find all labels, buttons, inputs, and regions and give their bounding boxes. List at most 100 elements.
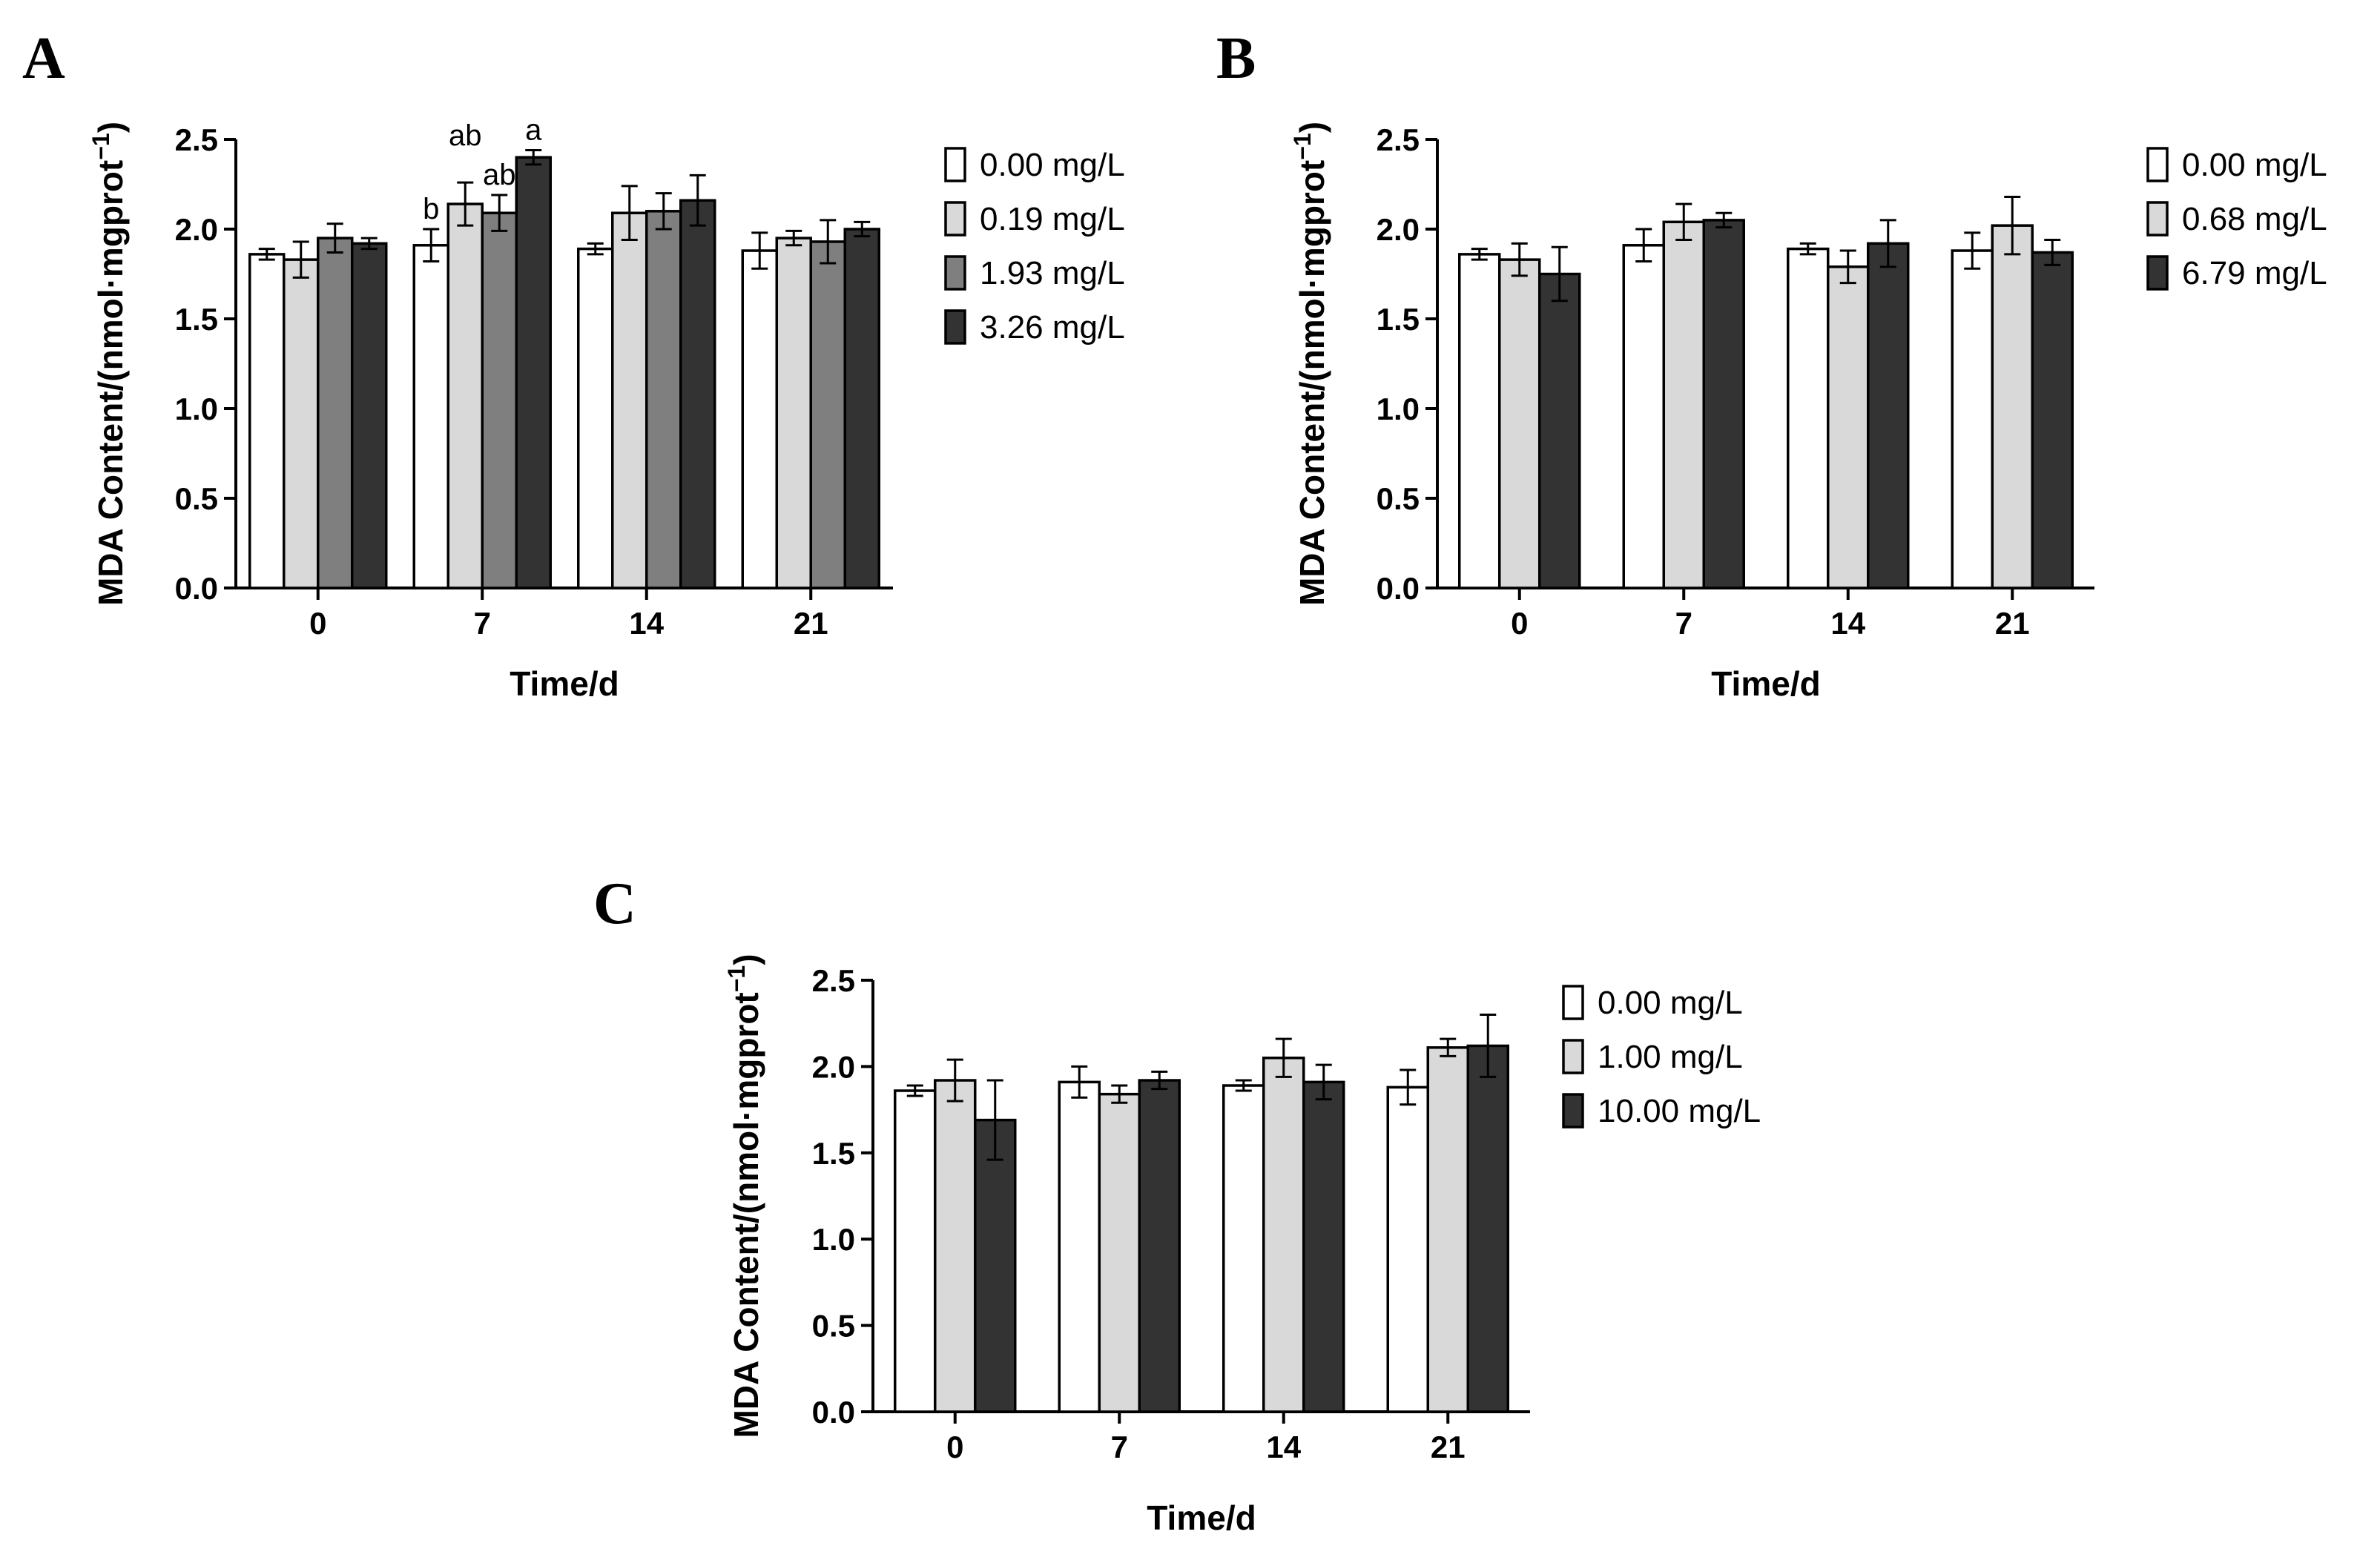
y-axis-title-close: ) xyxy=(91,122,130,133)
bar xyxy=(351,242,388,589)
bar xyxy=(1302,1080,1345,1413)
x-tick-label: 0 xyxy=(1511,606,1528,641)
bar xyxy=(1662,220,1705,589)
x-axis-title: Time/d xyxy=(1711,664,1820,703)
bar xyxy=(412,244,449,589)
bar xyxy=(611,211,648,589)
y-tick-label: 2.5 xyxy=(812,963,855,998)
panel-letter: A xyxy=(22,26,65,91)
bar xyxy=(577,247,614,589)
bar xyxy=(974,1118,1017,1413)
y-axis-title-superscript: −1 xyxy=(1289,133,1316,159)
significance-label: a xyxy=(525,114,542,147)
legend-label: 0.19 mg/L xyxy=(980,201,1125,237)
bar xyxy=(1827,265,1870,589)
y-tick-label: 0.5 xyxy=(812,1309,855,1344)
significance-label: ab xyxy=(449,119,482,152)
y-tick-label: 1.0 xyxy=(1377,391,1420,426)
x-tick-label: 14 xyxy=(629,606,664,641)
panel-letter: C xyxy=(593,871,636,936)
y-tick-label: 0.5 xyxy=(1377,481,1420,516)
bar xyxy=(1867,242,1910,589)
y-axis-title: MDA Content/(nmol·mgprot−1) xyxy=(88,122,130,606)
bar xyxy=(1426,1046,1469,1413)
bar xyxy=(248,253,286,589)
legend-swatch xyxy=(2146,255,2169,291)
bar xyxy=(1498,258,1541,589)
legend-label: 10.00 mg/L xyxy=(1598,1093,1761,1129)
panel-a: A MDA Content/(nmol·mgprot−1) Time/d 0.0… xyxy=(22,26,1125,703)
y-tick-label: 0.0 xyxy=(175,571,218,606)
panel-b: B MDA Content/(nmol·mgprot−1) Time/d 0.0… xyxy=(1216,26,2327,703)
significance-label: ab xyxy=(483,159,516,191)
bar xyxy=(283,258,320,589)
bar xyxy=(934,1079,977,1413)
bar xyxy=(1058,1080,1101,1413)
y-tick-label: 1.5 xyxy=(1377,302,1420,337)
y-tick-label: 2.0 xyxy=(812,1049,855,1084)
y-axis-title-text: MDA Content/(nmol·mgprot−1) xyxy=(88,122,130,606)
x-tick-label: 14 xyxy=(1266,1430,1301,1464)
legend-label: 0.00 mg/L xyxy=(1598,985,1743,1021)
legend-swatch xyxy=(944,255,966,291)
panel-c: C MDA Content/(nmol·mgprot−1) Time/d 0.0… xyxy=(593,871,1761,1537)
legend-label: 1.00 mg/L xyxy=(1598,1039,1743,1075)
legend-swatch xyxy=(1562,985,1584,1020)
bar xyxy=(679,199,716,589)
legend-swatch xyxy=(2146,147,2169,182)
bar xyxy=(317,237,354,589)
x-tick-label: 7 xyxy=(1111,1430,1128,1464)
bar xyxy=(645,210,682,589)
bar xyxy=(1787,247,1830,589)
x-tick-label: 14 xyxy=(1830,606,1865,641)
x-tick-label: 21 xyxy=(1995,606,2030,641)
y-tick-label: 0.0 xyxy=(812,1395,855,1430)
legend-swatch xyxy=(944,147,966,182)
y-tick-label: 2.5 xyxy=(1377,122,1420,157)
bar xyxy=(894,1089,937,1413)
bar xyxy=(481,211,518,589)
bar xyxy=(1138,1079,1181,1413)
y-tick-label: 0.0 xyxy=(1377,571,1420,606)
x-tick-label: 7 xyxy=(1675,606,1692,641)
significance-label: b xyxy=(423,193,439,225)
legend-swatch xyxy=(1562,1093,1584,1129)
bar xyxy=(1702,219,1745,589)
legend-label: 6.79 mg/L xyxy=(2182,255,2327,291)
x-axis-title: Time/d xyxy=(510,664,619,703)
legend-swatch xyxy=(944,201,966,237)
legend-swatch xyxy=(2146,201,2169,237)
y-axis-title-superscript: −1 xyxy=(88,133,114,159)
bar xyxy=(741,249,778,589)
y-axis-title-close: ) xyxy=(1293,122,1331,133)
bar xyxy=(515,156,552,589)
y-tick-label: 2.0 xyxy=(1377,212,1420,247)
x-tick-label: 7 xyxy=(474,606,491,641)
bar xyxy=(1458,253,1501,589)
bar xyxy=(2031,251,2074,589)
bar xyxy=(1222,1084,1265,1413)
legend-label: 1.93 mg/L xyxy=(980,255,1125,291)
bar xyxy=(1951,249,1994,589)
y-axis-title-main: MDA Content/(nmol·mgprot xyxy=(91,160,130,606)
y-tick-label: 1.0 xyxy=(812,1222,855,1257)
y-axis-title: MDA Content/(nmol·mgprot−1) xyxy=(723,954,765,1438)
legend-swatch xyxy=(1562,1039,1584,1074)
legend-label: 0.00 mg/L xyxy=(2182,147,2327,183)
y-axis-title-text: MDA Content/(nmol·mgprot−1) xyxy=(1289,122,1331,606)
bar xyxy=(1466,1044,1509,1413)
bar xyxy=(1991,224,2034,589)
x-tick-label: 0 xyxy=(309,606,326,641)
legend-label: 3.26 mg/L xyxy=(980,309,1125,346)
y-tick-label: 2.5 xyxy=(175,122,218,157)
legend-swatch xyxy=(944,309,966,345)
bar xyxy=(1098,1092,1141,1413)
y-axis-title-superscript: −1 xyxy=(723,965,750,992)
y-axis-title-text: MDA Content/(nmol·mgprot−1) xyxy=(723,954,765,1438)
y-tick-label: 0.5 xyxy=(175,481,218,516)
y-axis-title: MDA Content/(nmol·mgprot−1) xyxy=(1289,122,1331,606)
y-axis-title-main: MDA Content/(nmol·mgprot xyxy=(1293,160,1331,606)
bar xyxy=(1262,1057,1305,1413)
